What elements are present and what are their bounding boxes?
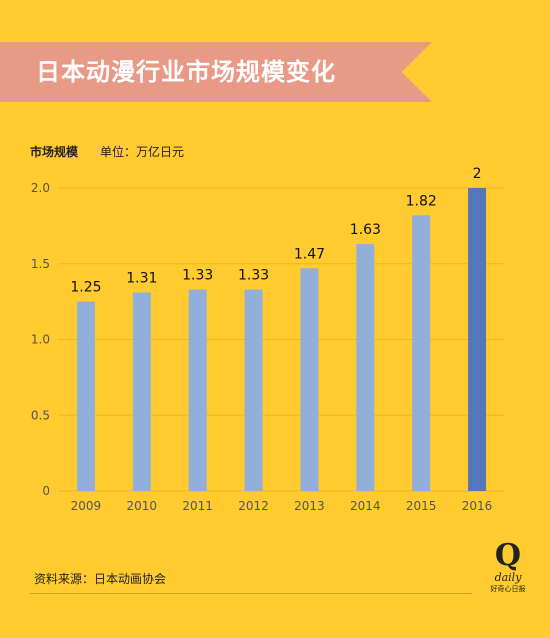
chart-title: 日本动漫行业市场规模变化 <box>36 58 336 86</box>
source-note: 资料来源：日本动画协会 <box>34 572 167 586</box>
data-label: 1.31 <box>126 271 157 287</box>
qdaily-logo: Q daily 好奇心日报 <box>478 540 538 594</box>
bar <box>76 301 95 491</box>
bar <box>188 289 207 491</box>
bar <box>244 289 263 491</box>
x-tick-label: 2012 <box>238 499 269 513</box>
y-tick-label: 1.0 <box>31 333 50 347</box>
x-tick-label: 2009 <box>71 499 102 513</box>
y-tick-label: 1.5 <box>31 257 50 271</box>
data-label: 1.82 <box>406 193 437 209</box>
logo-caption: 好奇心日报 <box>490 585 526 593</box>
x-tick-label: 2014 <box>350 499 381 513</box>
x-tick-label: 2015 <box>406 499 437 513</box>
data-label: 2 <box>473 166 482 182</box>
data-label: 1.25 <box>70 280 101 296</box>
y-tick-label: 2.0 <box>31 181 50 195</box>
footer-divider <box>30 593 472 594</box>
data-label: 1.63 <box>350 222 381 238</box>
x-tick-label: 2016 <box>462 499 493 513</box>
logo-letter: Q <box>494 538 522 573</box>
bar <box>356 244 375 491</box>
x-tick-label: 2013 <box>294 499 325 513</box>
data-label: 1.47 <box>294 246 325 262</box>
x-tick-label: 2010 <box>127 499 158 513</box>
x-tick-label: 2011 <box>182 499 213 513</box>
title-banner: 日本动漫行业市场规模变化 <box>0 42 432 102</box>
y-axis-label: 市场规模 <box>30 145 79 159</box>
y-tick-label: 0.5 <box>31 408 50 422</box>
bar <box>412 215 431 491</box>
data-label: 1.33 <box>238 268 269 284</box>
bar <box>468 188 487 491</box>
logo-word: daily <box>494 571 522 584</box>
y-tick-label: 0 <box>42 484 50 498</box>
unit-label: 单位：万亿日元 <box>100 145 185 159</box>
bar <box>300 268 319 491</box>
bar <box>132 292 151 491</box>
data-label: 1.33 <box>182 268 213 284</box>
